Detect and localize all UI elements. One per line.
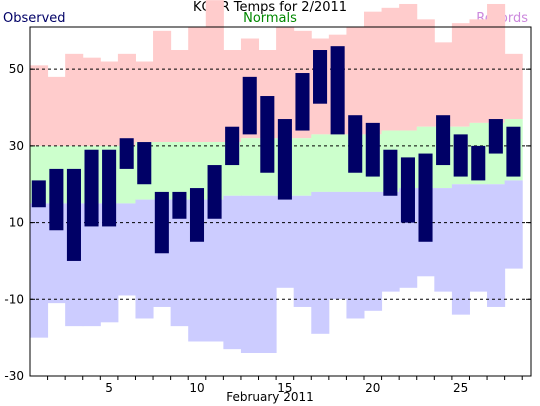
observed-bar [277,119,292,200]
record-high-band [65,53,84,146]
normal-band [311,134,330,192]
y-tick-label: 50 [9,62,24,76]
x-tick-label: 25 [453,381,468,395]
record-high-band [47,76,66,146]
observed-bar [260,96,275,173]
observed-bar [348,115,363,173]
observed-bar [172,191,187,219]
observed-bar [383,149,398,196]
record-high-band [82,57,101,146]
observed-bar [471,145,486,181]
observed-bar [365,122,380,177]
record-low-band [451,184,470,315]
record-low-band [364,191,383,311]
record-low-band [381,191,400,292]
record-high-band [153,30,172,143]
observed-bar [119,138,134,169]
record-low-band [170,199,189,327]
record-low-band [205,199,224,342]
record-high-band [170,50,189,143]
record-high-band [346,27,365,135]
normal-band [170,142,189,200]
y-tick-label: 10 [9,216,24,230]
y-tick-label: -30 [4,369,24,383]
record-low-band [82,203,101,327]
observed-bar [506,126,521,177]
observed-bar [225,126,240,166]
record-low-band [100,203,119,323]
record-low-band [346,191,365,319]
record-low-band [223,195,242,350]
y-tick-label: 30 [9,139,24,153]
observed-bar [418,153,433,242]
observed-bar [137,142,152,185]
observed-bar [66,168,81,261]
observed-bar [313,50,328,104]
record-low-band [487,184,506,307]
record-high-band [434,42,453,127]
record-high-band [416,19,435,127]
record-high-band [451,23,470,127]
record-low-band [504,180,523,269]
observed-bar [207,165,222,219]
x-tick-label: 10 [189,381,204,395]
record-high-band [504,53,523,120]
record-low-band [258,195,277,353]
record-low-band [276,195,295,288]
normal-band [240,138,260,196]
observed-bar [102,149,117,227]
observed-bar [295,73,310,131]
y-tick-label: -10 [4,292,24,306]
normal-band [328,134,347,192]
record-high-band [30,65,49,146]
record-high-band [399,3,418,131]
observed-bar [330,46,345,135]
observed-bar [436,115,451,166]
observed-bar [242,76,257,135]
observed-bar [49,168,64,231]
observed-bar [84,149,99,227]
record-high-band [276,27,295,139]
record-low-band [240,195,260,353]
record-low-band [117,203,136,296]
observed-bar [488,119,503,154]
record-high-band [205,0,224,143]
normal-band [153,142,172,200]
record-low-band [434,188,453,292]
x-tick-label: 15 [277,381,292,395]
legend-normals: Normals [243,11,297,26]
record-high-band [223,50,242,143]
record-high-band [188,27,207,143]
plot-frame [29,26,532,377]
x-axis-label: February 2011 [226,390,314,404]
record-high-band [469,19,488,123]
observed-bar [400,157,415,223]
record-low-band [328,191,347,300]
record-low-band [311,191,330,334]
x-tick-label: 20 [365,381,380,395]
chart-title: KGRR Temps for 2/2011 [192,0,348,15]
record-low-band [30,203,49,338]
record-high-band [364,11,383,135]
normal-band [188,142,207,200]
record-low-band [469,184,488,292]
record-high-band [100,61,119,146]
record-high-band [135,61,154,143]
observed-bar [154,191,169,254]
observed-bar [453,134,468,177]
normal-band [293,138,312,196]
record-high-band [117,53,136,146]
record-low-band [135,199,154,319]
record-low-band [293,195,312,307]
x-tick-label: 5 [105,381,113,395]
observed-bar [189,188,205,242]
record-high-band [487,3,506,123]
legend-observed: Observed [3,11,66,26]
observed-bar [31,180,46,208]
